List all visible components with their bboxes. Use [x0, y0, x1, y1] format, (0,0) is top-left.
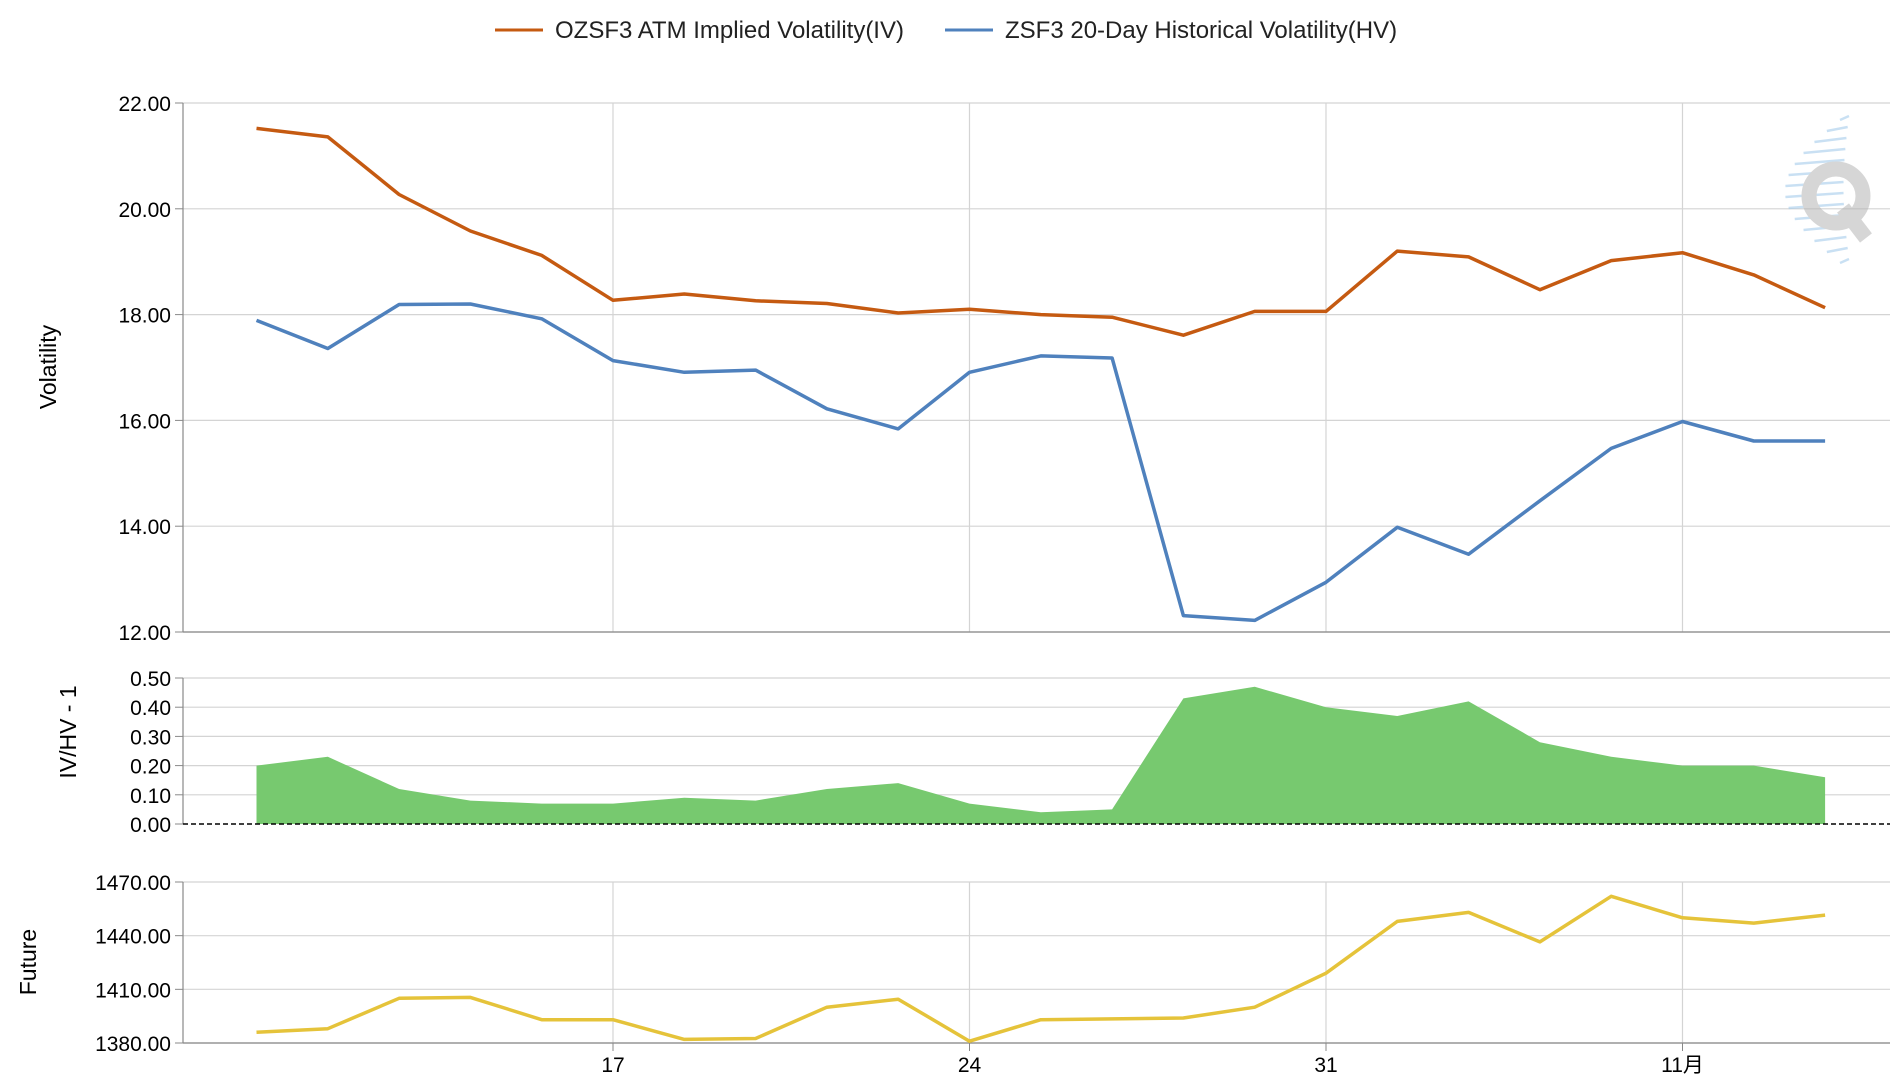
watermark-stripe [1839, 257, 1850, 265]
future-series-line [256, 894, 1826, 1043]
y-tick-label: 0.00 [130, 814, 171, 837]
y-tick-label: 0.20 [130, 756, 171, 779]
y-axis-label: Volatility [35, 324, 61, 409]
y-axis-label: Future [15, 929, 41, 995]
y-tick-label: 0.10 [130, 785, 171, 808]
y-tick-label: 1470.00 [95, 872, 171, 895]
y-axis-label: IV/HV - 1 [55, 685, 81, 778]
x-tick-label: 24 [958, 1054, 982, 1077]
watermark-stripe [1814, 136, 1847, 144]
watermark-q-ring [1801, 161, 1871, 231]
x-tick-label: 11月 [1661, 1054, 1704, 1077]
watermark-stripe [1814, 235, 1847, 243]
iv-series-line [256, 126, 1826, 337]
y-tick-label: 0.50 [130, 668, 171, 691]
watermark-stripe [1826, 125, 1848, 133]
legend: OZSF3 ATM Implied Volatility(IV) ZSF3 20-… [495, 17, 1397, 44]
panel-2: 0.00 0.10 0.20 0.30 0.40 0.50 IV/HV - 1 [55, 668, 1890, 837]
y-tick-label: 0.40 [130, 697, 171, 720]
y-tick-label: 18.00 [118, 305, 171, 328]
y-tick-label: 20.00 [118, 199, 171, 222]
y-tick-label: 1410.00 [95, 979, 171, 1002]
panel-1: 12.00 14.00 16.00 18.00 20.00 22.00 Volatility [35, 93, 1890, 645]
legend-label-1: OZSF3 ATM Implied Volatility(IV) [555, 17, 904, 44]
legend-label-2: ZSF3 20-Day Historical Volatility(HV) [1005, 17, 1397, 44]
watermark-stripe [1826, 246, 1848, 254]
watermark-q-tail [1837, 203, 1872, 243]
x-tick-label: 31 [1314, 1054, 1337, 1077]
hv-series-line [255, 302, 1826, 623]
y-tick-label: 1440.00 [95, 926, 171, 949]
watermark-stripe [1839, 114, 1850, 122]
x-tick-label: 17 [601, 1054, 624, 1077]
watermark-logo [1785, 114, 1872, 265]
y-tick-label: 16.00 [118, 410, 171, 433]
y-tick-label: 0.30 [130, 726, 171, 749]
iv-hv-ratio-area [256, 686, 1826, 824]
y-tick-label: 1380.00 [95, 1033, 171, 1056]
watermark-stripe [1794, 158, 1845, 166]
panel-3: 1380.00 1410.00 1440.00 1470.00 Future 17 24 31… [15, 872, 1890, 1077]
y-tick-label: 12.00 [118, 622, 171, 645]
y-tick-label: 22.00 [118, 93, 171, 116]
y-tick-label: 14.00 [118, 516, 171, 539]
watermark-stripe [1803, 147, 1846, 155]
